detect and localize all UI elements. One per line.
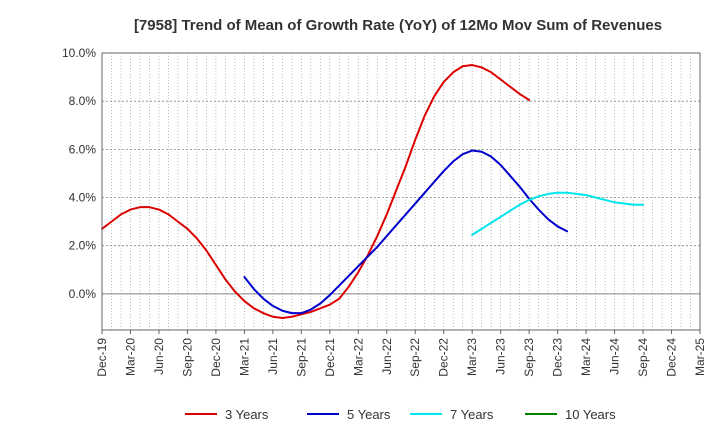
x-tick-label: Dec-21 — [323, 338, 337, 377]
chart-title: [7958] Trend of Mean of Growth Rate (YoY… — [134, 17, 662, 34]
x-tick-label: Mar-22 — [351, 338, 365, 376]
series-line-3-years — [101, 64, 531, 319]
legend-label: 5 Years — [347, 407, 391, 422]
y-tick-label: 6.0% — [69, 142, 97, 156]
legend-label: 7 Years — [450, 407, 494, 422]
x-tick-label: Mar-21 — [237, 338, 251, 376]
x-tick-label: Dec-22 — [437, 338, 451, 377]
plot-area — [102, 53, 700, 330]
legend-label: 10 Years — [565, 407, 616, 422]
y-tick-label: 4.0% — [69, 191, 97, 205]
legend-label: 3 Years — [225, 407, 269, 422]
x-tick-label: Sep-22 — [408, 338, 422, 377]
y-axis-ticks: 0.0% 2.0% 4.0% 6.0% 8.0% 10.0% — [62, 46, 96, 301]
x-tick-label: Dec-20 — [209, 338, 223, 377]
series-line-7-years — [471, 191, 645, 236]
series-layer — [101, 64, 645, 319]
x-tick-label: Dec-23 — [551, 338, 565, 377]
x-tick-label: Mar-24 — [579, 338, 593, 376]
y-tick-label: 8.0% — [69, 94, 97, 108]
x-tick-label: Jun-21 — [266, 338, 280, 375]
x-tick-label: Jun-20 — [152, 338, 166, 375]
x-tick-label: Sep-21 — [294, 338, 308, 377]
x-axis-ticks: Dec-19 Mar-20 Jun-20 Sep-20 Dec-20 Mar-21 Jun-… — [95, 330, 707, 377]
y-tick-label: 10.0% — [62, 46, 96, 60]
y-tick-label: 0.0% — [69, 287, 97, 301]
x-tick-label: Sep-24 — [636, 338, 650, 377]
x-tick-label: Mar-25 — [693, 338, 707, 376]
x-tick-label: Jun-22 — [380, 338, 394, 375]
x-tick-label: Jun-23 — [494, 338, 508, 375]
x-tick-label: Mar-20 — [123, 338, 137, 376]
x-tick-label: Dec-19 — [95, 338, 109, 377]
x-tick-label: Sep-23 — [522, 338, 536, 377]
x-tick-label: Dec-24 — [665, 338, 679, 377]
legend: 3 Years 5 Years 7 Years 10 Years — [185, 407, 616, 422]
x-tick-label: Sep-20 — [180, 338, 194, 377]
plot-frame — [101, 52, 701, 331]
y-tick-label: 2.0% — [69, 239, 97, 253]
x-tick-label: Jun-24 — [608, 338, 622, 375]
series-line-5-years — [243, 149, 569, 315]
x-tick-label: Mar-23 — [465, 338, 479, 376]
grid-lines — [101, 52, 701, 330]
